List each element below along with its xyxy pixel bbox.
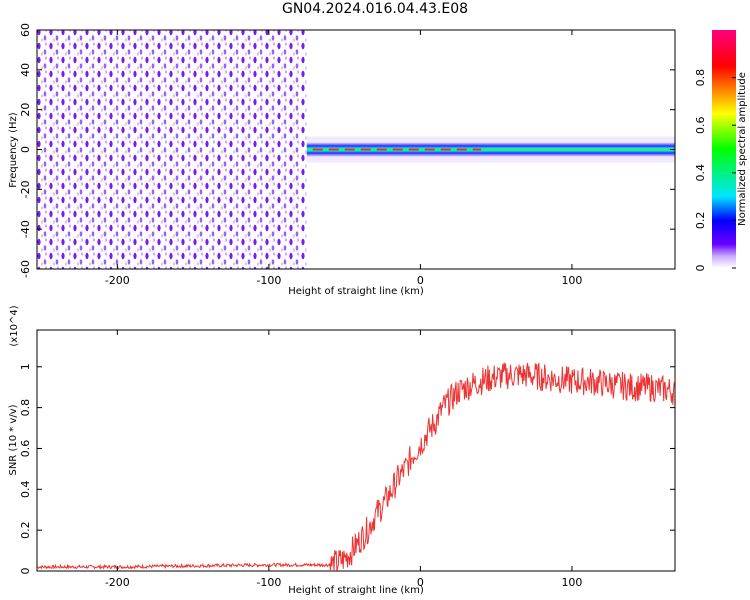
spectrogram-y-tick-label: -40 [19, 220, 32, 238]
colorbar [712, 30, 736, 268]
spectrogram-y-tick-label: -20 [19, 180, 32, 198]
colorbar-tick-label: 0.8 [694, 69, 707, 87]
colorbar-ticks: 0 0.2 0.4 0.6 0.8 [694, 69, 736, 272]
spectrogram-y-tick-label: 20 [19, 103, 32, 117]
page-title: GN04.2024.016.04.43.E08 [281, 1, 469, 17]
spectrogram-x-label: Height of straight line (km) [288, 286, 424, 297]
spectrogram-noise-region [37, 30, 307, 269]
snr-y-multiplier: (x10^4) [9, 305, 20, 346]
spectrogram-x-tick-label: -100 [256, 274, 281, 287]
colorbar-tick-label: 0 [694, 265, 707, 272]
snr-y-tick-label: 0.4 [19, 481, 32, 499]
snr-y-tick-label: 0.8 [19, 399, 32, 417]
spectrogram-y-tick-label: -60 [19, 260, 32, 278]
spectrogram-x-tick-label: 0 [417, 274, 424, 287]
snr-x-ticks: -200 -100 0 100 [105, 330, 582, 589]
spectrogram-y-ticks: -60 -40 -20 0 20 40 60 [19, 23, 675, 278]
colorbar-tick-label: 0.4 [694, 164, 707, 182]
snr-y-tick-label: 0 [19, 568, 32, 575]
spectrogram-y-tick-label: 0 [19, 146, 32, 153]
snr-x-tick-label: -200 [105, 576, 130, 589]
snr-y-label: SNR (10 * v/v) [8, 404, 19, 475]
spectrogram-y-tick-label: 40 [19, 63, 32, 77]
snr-x-tick-label: -100 [256, 576, 281, 589]
snr-y-ticks: 0 0.2 0.4 0.6 0.8 1 [19, 363, 675, 575]
spectrogram-y-tick-label: 60 [19, 23, 32, 37]
snr-line [37, 362, 675, 571]
snr-x-tick-label: 100 [561, 576, 582, 589]
snr-frame [36, 329, 676, 572]
colorbar-label: Normalized spectral amplitude [737, 72, 748, 226]
snr-x-tick-label: 0 [417, 576, 424, 589]
snr-x-label: Height of straight line (km) [288, 585, 424, 596]
colorbar-tick-label: 0.6 [694, 116, 707, 134]
spectrogram-signal-band [306, 142, 675, 157]
spectrogram-x-ticks: -200 -100 0 100 [105, 30, 582, 287]
colorbar-tick-label: 0.2 [694, 212, 707, 230]
spectrogram-plot [37, 30, 675, 269]
spectrogram-x-tick-label: 100 [561, 274, 582, 287]
snr-y-tick-label: 0.2 [19, 521, 32, 539]
snr-y-tick-label: 0.6 [19, 440, 32, 458]
snr-y-tick-label: 1 [19, 363, 32, 370]
spectrogram-y-label: Frequency (Hz) [8, 112, 19, 188]
spectrogram-x-tick-label: -200 [105, 274, 130, 287]
